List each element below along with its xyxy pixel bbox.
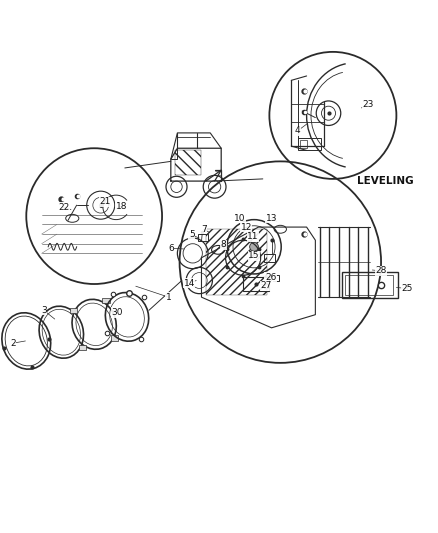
Text: 25: 25 (402, 284, 413, 293)
Bar (342, 272, 398, 298)
Text: 12: 12 (240, 223, 252, 231)
Bar (300, 140, 307, 148)
Text: 18: 18 (116, 201, 127, 211)
Text: 27: 27 (261, 281, 272, 290)
Text: 1: 1 (166, 293, 172, 302)
Bar (70, 308, 77, 313)
Text: 28: 28 (375, 266, 387, 276)
Text: 7: 7 (201, 225, 207, 234)
Text: 15: 15 (248, 251, 260, 260)
Text: LEVELING: LEVELING (357, 176, 414, 186)
Text: 26: 26 (265, 273, 276, 282)
Text: 13: 13 (266, 214, 277, 223)
Text: 10: 10 (234, 214, 246, 223)
Bar (111, 335, 118, 341)
Bar (345, 275, 393, 295)
Text: 22: 22 (58, 203, 69, 212)
Bar (198, 234, 208, 241)
Bar (102, 298, 110, 303)
Text: 3: 3 (41, 306, 47, 315)
Bar (298, 138, 321, 150)
Text: 11: 11 (247, 232, 259, 241)
Text: 21: 21 (99, 197, 111, 206)
Text: 30: 30 (112, 308, 123, 317)
Bar (271, 275, 279, 280)
Text: 4: 4 (295, 126, 300, 135)
Bar (243, 278, 269, 290)
Text: 8: 8 (220, 240, 226, 249)
Text: 14: 14 (184, 279, 195, 288)
Text: 2: 2 (11, 338, 16, 348)
Bar (206, 229, 267, 295)
Text: 5: 5 (189, 230, 195, 239)
Bar (175, 150, 201, 174)
Bar (79, 345, 86, 351)
Text: 6: 6 (168, 244, 174, 253)
Text: 23: 23 (362, 100, 374, 109)
Circle shape (250, 243, 258, 251)
Bar (264, 254, 275, 262)
